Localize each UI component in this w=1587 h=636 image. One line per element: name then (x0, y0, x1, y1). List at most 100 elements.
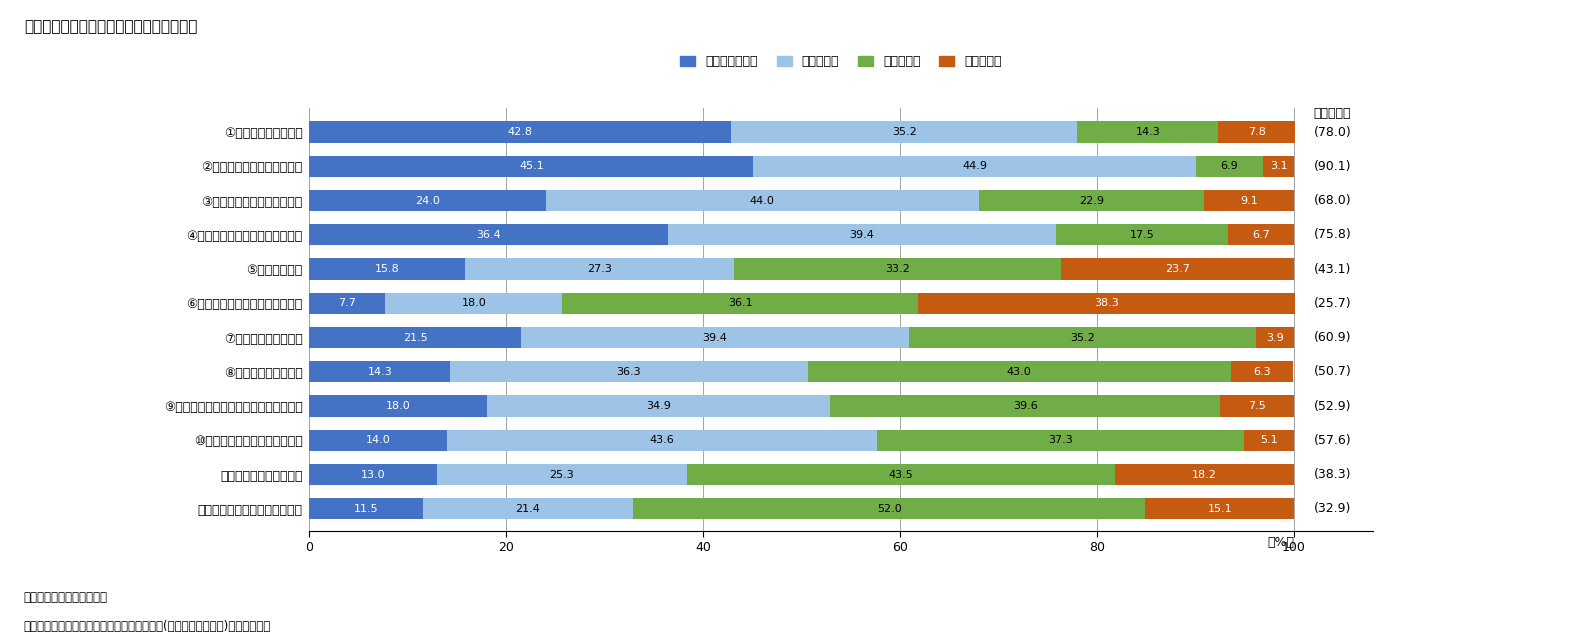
Text: 21.5: 21.5 (403, 333, 427, 343)
Bar (808, 361, 1232, 382)
Text: （注）不明除く。以下同じ: （注）不明除く。以下同じ (24, 591, 108, 604)
Text: 39.6: 39.6 (1013, 401, 1038, 411)
Text: 43.6: 43.6 (649, 435, 674, 445)
Text: 23.7: 23.7 (1165, 264, 1190, 274)
Text: 15.8: 15.8 (375, 264, 400, 274)
Text: 図表１　持ち家への住み替え前後の改善度: 図表１ 持ち家への住み替え前後の改善度 (24, 19, 197, 34)
Text: 18.0: 18.0 (386, 401, 411, 411)
Bar (1078, 121, 1219, 142)
Text: 9.1: 9.1 (1241, 196, 1258, 205)
Text: (60.9): (60.9) (1314, 331, 1351, 344)
Bar (309, 396, 487, 417)
Bar (309, 361, 451, 382)
Bar (309, 293, 386, 314)
Bar (1228, 225, 1293, 245)
Bar (876, 430, 1244, 451)
Text: 42.8: 42.8 (508, 127, 533, 137)
Text: （資料）「平成２５年住生活総合調査確報」(国土交通省住宅局)　以下同じ。: （資料）「平成２５年住生活総合調査確報」(国土交通省住宅局) 以下同じ。 (24, 620, 271, 633)
Bar (386, 293, 562, 314)
Bar (438, 464, 687, 485)
Text: （改善度）: （改善度） (1314, 107, 1351, 120)
Text: 11.5: 11.5 (354, 504, 378, 514)
Text: (75.8): (75.8) (1314, 228, 1352, 241)
Text: 13.0: 13.0 (362, 469, 386, 480)
Bar (1255, 327, 1293, 348)
Bar (917, 293, 1295, 314)
Text: (43.1): (43.1) (1314, 263, 1351, 275)
Text: 39.4: 39.4 (703, 333, 727, 343)
Bar (979, 190, 1205, 211)
Text: 6.3: 6.3 (1254, 367, 1271, 377)
Text: 27.3: 27.3 (587, 264, 613, 274)
Text: 6.9: 6.9 (1220, 162, 1238, 171)
Bar (909, 327, 1255, 348)
Bar (633, 498, 1146, 520)
Text: 33.2: 33.2 (886, 264, 909, 274)
Text: 15.1: 15.1 (1208, 504, 1232, 514)
Text: 22.9: 22.9 (1079, 196, 1105, 205)
Text: 17.5: 17.5 (1130, 230, 1154, 240)
Bar (465, 258, 733, 280)
Text: 18.2: 18.2 (1192, 469, 1217, 480)
Text: 38.3: 38.3 (1093, 298, 1119, 308)
Bar (1220, 396, 1293, 417)
Text: 14.3: 14.3 (1135, 127, 1160, 137)
Text: 39.4: 39.4 (849, 230, 874, 240)
Bar (668, 225, 1055, 245)
Bar (1244, 430, 1293, 451)
Text: 35.2: 35.2 (1070, 333, 1095, 343)
Bar (309, 430, 448, 451)
Text: 3.9: 3.9 (1266, 333, 1284, 343)
Text: 3.1: 3.1 (1270, 162, 1287, 171)
Bar (309, 258, 465, 280)
Bar (309, 498, 422, 520)
Text: 35.2: 35.2 (892, 127, 917, 137)
Bar (754, 156, 1195, 177)
Text: 37.3: 37.3 (1047, 435, 1073, 445)
Text: 24.0: 24.0 (416, 196, 440, 205)
Text: 36.1: 36.1 (728, 298, 752, 308)
Text: 43.0: 43.0 (1006, 367, 1032, 377)
Bar (309, 190, 546, 211)
Bar (422, 498, 633, 520)
Text: 18.0: 18.0 (462, 298, 486, 308)
Legend: 大変良くなった, 良くなった, 変わらない, 悪くなった: 大変良くなった, 良くなった, 変わらない, 悪くなった (681, 55, 1001, 68)
Bar (309, 225, 668, 245)
Bar (309, 327, 521, 348)
Bar (1205, 190, 1293, 211)
Text: 14.3: 14.3 (368, 367, 392, 377)
Text: 7.8: 7.8 (1247, 127, 1265, 137)
Text: 7.7: 7.7 (338, 298, 357, 308)
Text: 7.5: 7.5 (1249, 401, 1266, 411)
Bar (732, 121, 1078, 142)
Text: 43.5: 43.5 (889, 469, 913, 480)
Bar (687, 464, 1114, 485)
Text: 44.9: 44.9 (962, 162, 987, 171)
Text: 25.3: 25.3 (549, 469, 574, 480)
Text: (52.9): (52.9) (1314, 399, 1351, 413)
Bar (309, 464, 438, 485)
Text: 14.0: 14.0 (367, 435, 390, 445)
Bar (562, 293, 917, 314)
Text: 5.1: 5.1 (1260, 435, 1278, 445)
Bar (733, 258, 1060, 280)
Text: （%）: （%） (1266, 536, 1293, 548)
Text: 52.0: 52.0 (878, 504, 901, 514)
Text: (68.0): (68.0) (1314, 194, 1351, 207)
Bar (309, 121, 732, 142)
Bar (1114, 464, 1293, 485)
Bar (521, 327, 909, 348)
Text: 36.4: 36.4 (476, 230, 501, 240)
Bar (1195, 156, 1263, 177)
Bar (451, 361, 808, 382)
Text: (32.9): (32.9) (1314, 502, 1351, 515)
Text: (50.7): (50.7) (1314, 365, 1352, 378)
Bar (1146, 498, 1293, 520)
Bar (1060, 258, 1293, 280)
Bar (1263, 156, 1293, 177)
Bar (487, 396, 830, 417)
Bar (1055, 225, 1228, 245)
Bar (1232, 361, 1293, 382)
Bar (309, 156, 754, 177)
Text: (38.3): (38.3) (1314, 468, 1351, 481)
